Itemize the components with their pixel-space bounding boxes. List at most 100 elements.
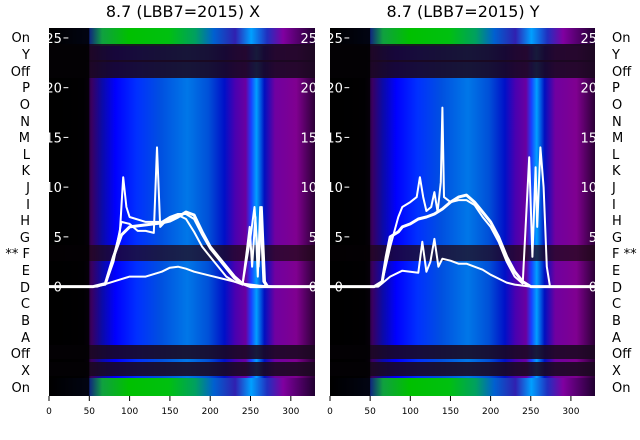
y-tick-label-right: 15 <box>580 131 597 146</box>
row-label: F ** <box>612 247 637 262</box>
row-label: J <box>25 181 30 196</box>
row-label: G <box>612 231 622 246</box>
x-tick-label: 250 <box>522 407 539 417</box>
heatmap-dark-band <box>330 60 595 78</box>
row-label: N <box>20 115 30 130</box>
heatmap-dark-band <box>49 345 315 359</box>
row-label: Off <box>11 347 31 362</box>
y-tick-label-right: 10 <box>580 181 597 196</box>
y-tick-label: 5 <box>54 231 62 246</box>
heatmap-band-on-top <box>330 28 595 46</box>
y-tick-label: 20 <box>326 82 343 97</box>
row-label: C <box>21 297 30 312</box>
row-label: O <box>612 98 622 113</box>
y-tick-label-right: 15 <box>300 131 317 146</box>
heatmap-dark-left <box>49 28 90 396</box>
heatmap-band-on-bottom <box>330 378 595 396</box>
x-tick-label: 0 <box>327 407 333 417</box>
row-label: H <box>612 214 622 229</box>
x-tick-label: 200 <box>202 407 219 417</box>
row-label: B <box>21 314 30 329</box>
y-tick-label-right: 20 <box>300 82 317 97</box>
row-label: On <box>12 31 30 46</box>
row-label: L <box>23 148 31 163</box>
row-label: M <box>19 131 30 146</box>
row-label: K <box>612 164 621 179</box>
row-label: G <box>20 231 30 246</box>
y-tick-label: 20 <box>45 82 62 97</box>
row-label: H <box>20 214 30 229</box>
y-tick-label-right: 25 <box>300 32 317 47</box>
x-tick-label: 300 <box>562 407 579 417</box>
x-tick-label: 150 <box>161 407 178 417</box>
y-tick-label-right: 5 <box>309 231 317 246</box>
row-label: B <box>612 314 621 329</box>
series-line-3 <box>49 146 315 288</box>
row-label: O <box>20 98 30 113</box>
y-tick-label: 15 <box>45 131 62 146</box>
row-label: E <box>612 264 620 279</box>
heatmap-background <box>330 28 595 396</box>
y-tick-label: 25 <box>45 32 62 47</box>
heatmap-band-on-top <box>49 28 315 46</box>
heatmap-dark-band <box>49 362 315 376</box>
row-label: On <box>12 381 30 396</box>
row-label: I <box>612 198 616 213</box>
row-label: D <box>612 281 622 296</box>
row-label: P <box>22 81 30 96</box>
y-tick-label: 5 <box>335 231 343 246</box>
heatmap-dark-band <box>49 60 315 78</box>
row-label: M <box>612 131 623 146</box>
heatmap-dark-left <box>330 28 371 396</box>
series-line-4 <box>49 265 315 288</box>
y-tick-label-right: 20 <box>580 82 597 97</box>
x-tick-label: 150 <box>442 407 459 417</box>
x-tick-label: 100 <box>402 407 419 417</box>
x-tick-label: 0 <box>46 407 52 417</box>
row-label: N <box>612 115 622 130</box>
row-label: X <box>21 364 30 379</box>
row-label: I <box>26 198 30 213</box>
x-tick-label: 250 <box>242 407 259 417</box>
heatmap-band-f <box>330 245 595 261</box>
row-label: Off <box>11 65 31 80</box>
row-label: D <box>20 281 30 296</box>
row-label: On <box>612 381 630 396</box>
chart-title-y: 8.7 (LBB7=2015) Y <box>386 2 539 21</box>
x-tick-label: 100 <box>121 407 138 417</box>
row-label: ** F <box>5 247 30 262</box>
heatmap-dark-band <box>330 345 595 359</box>
series-line-2 <box>330 106 595 288</box>
x-tick-label: 50 <box>84 407 96 417</box>
row-label: Y <box>611 48 620 63</box>
row-label: X <box>612 364 621 379</box>
y-tick-label: 15 <box>326 131 343 146</box>
row-label: A <box>612 331 621 346</box>
y-tick-label-right: 10 <box>300 181 317 196</box>
y-tick-label: 10 <box>326 181 343 196</box>
heatmap-dark-band <box>49 44 315 62</box>
heatmap-dark-band <box>330 362 595 376</box>
row-label: K <box>21 164 30 179</box>
row-label: E <box>22 264 30 279</box>
row-label: L <box>612 148 620 163</box>
x-tick-label: 200 <box>482 407 499 417</box>
row-label: P <box>612 81 620 96</box>
x-tick-label: 300 <box>282 407 299 417</box>
y-tick-label: 10 <box>45 181 62 196</box>
y-tick-label-right: 25 <box>580 32 597 47</box>
row-label: C <box>612 297 621 312</box>
row-label: Y <box>21 48 30 63</box>
chart-title-x: 8.7 (LBB7=2015) X <box>106 2 260 21</box>
row-label: A <box>21 331 30 346</box>
series-line-1 <box>330 193 595 289</box>
row-label: On <box>612 31 630 46</box>
heatmap-dark-band <box>330 44 595 62</box>
x-tick-label: 50 <box>364 407 376 417</box>
heatmap-band-on-bottom <box>49 378 315 396</box>
